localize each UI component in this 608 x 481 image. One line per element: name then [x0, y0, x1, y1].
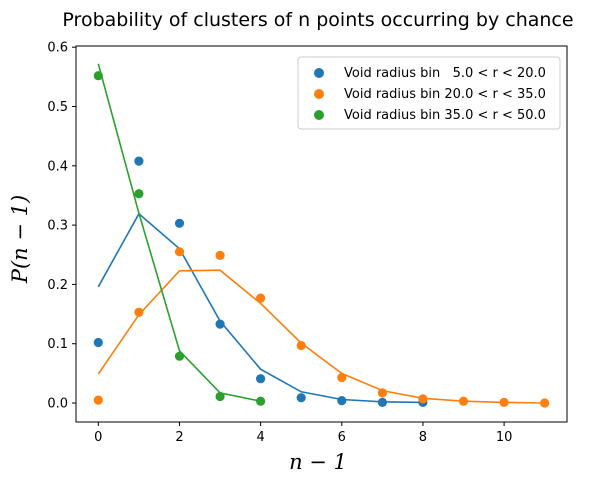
data-point-series-1	[134, 156, 144, 166]
legend-label-series-2: Void radius bin 20.0 < r < 35.0	[344, 87, 546, 102]
y-tick-label: 0.5	[47, 100, 68, 115]
data-point-series-1	[296, 393, 306, 403]
y-axis: 0.0 0.1 0.2 0.3 0.4 0.5 0.6	[47, 41, 76, 412]
y-tick-label: 0.3	[47, 219, 68, 234]
legend-box	[297, 56, 561, 130]
data-point-series-2	[215, 250, 225, 260]
data-point-series-2	[93, 395, 103, 405]
data-point-series-2	[458, 396, 469, 406]
plot-frame	[75, 45, 568, 423]
x-tick-label: 2	[175, 430, 183, 445]
x-tick-label: 0	[94, 430, 102, 445]
y-tick-label: 0.4	[47, 159, 68, 174]
legend-label-series-1: Void radius bin 5.0 < r < 20.0	[344, 66, 546, 81]
data-point-series-2	[296, 340, 306, 351]
fit-line-series-2	[97, 269, 545, 404]
data-point-series-2	[337, 372, 347, 383]
y-tick-label: 0.6	[47, 41, 68, 56]
data-point-series-2	[499, 397, 509, 407]
x-tick-label: 4	[256, 430, 264, 445]
legend-label-series-3: Void radius bin 35.0 < r < 50.0	[344, 108, 546, 123]
data-point-series-3	[134, 189, 144, 199]
data-point-series-1	[337, 396, 347, 406]
data-point-series-3	[93, 71, 103, 81]
legend-marker-series-1	[314, 68, 324, 78]
data-point-series-1	[377, 397, 387, 407]
y-tick-label: 0.1	[47, 337, 68, 352]
y-tick-label: 0.0	[47, 397, 68, 412]
plot-marks	[93, 63, 550, 408]
data-point-series-1	[93, 337, 103, 348]
data-point-series-3	[256, 396, 266, 406]
legend: Void radius bin 5.0 < r < 20.0 Void radi…	[297, 56, 561, 130]
y-tick-label: 0.2	[47, 278, 68, 293]
legend-marker-series-2	[314, 89, 324, 99]
data-point-series-1	[174, 218, 185, 228]
data-point-series-2	[134, 307, 144, 317]
legend-marker-series-3	[314, 110, 324, 120]
data-point-series-2	[540, 398, 550, 408]
x-axis: 0 2 4 6 8 10	[94, 422, 512, 445]
y-axis-label: P(n − 1)	[8, 195, 32, 284]
data-point-series-3	[215, 391, 225, 402]
x-tick-label: 10	[496, 430, 513, 445]
data-point-series-2	[418, 394, 428, 404]
x-axis-label: n − 1	[289, 450, 347, 474]
x-tick-label: 8	[419, 430, 427, 445]
data-point-series-2	[377, 388, 387, 398]
fit-line-series-1	[97, 212, 423, 404]
x-tick-label: 6	[338, 430, 346, 445]
fit-line-series-3	[97, 63, 261, 402]
data-point-series-2	[174, 247, 185, 257]
data-point-series-2	[256, 293, 266, 303]
chart-title: Probability of clusters of n points occu…	[62, 9, 573, 31]
data-point-series-3	[174, 351, 185, 361]
data-point-series-1	[215, 319, 225, 329]
data-point-series-1	[256, 374, 266, 384]
